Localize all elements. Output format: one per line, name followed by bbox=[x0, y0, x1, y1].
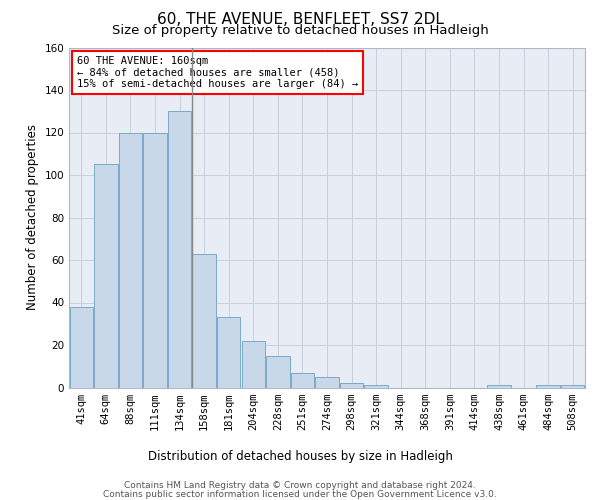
Bar bbox=[364, 386, 388, 388]
Text: Size of property relative to detached houses in Hadleigh: Size of property relative to detached ho… bbox=[112, 24, 488, 37]
Text: Contains HM Land Registry data © Crown copyright and database right 2024.: Contains HM Land Registry data © Crown c… bbox=[124, 481, 476, 490]
Bar bbox=[316, 377, 338, 388]
Text: 60 THE AVENUE: 160sqm
← 84% of detached houses are smaller (458)
15% of semi-det: 60 THE AVENUE: 160sqm ← 84% of detached … bbox=[77, 56, 358, 89]
Bar bbox=[340, 383, 363, 388]
Bar bbox=[193, 254, 216, 388]
Bar bbox=[168, 112, 191, 388]
Bar bbox=[70, 306, 93, 388]
Y-axis label: Number of detached properties: Number of detached properties bbox=[26, 124, 39, 310]
Bar bbox=[242, 341, 265, 388]
Text: Contains public sector information licensed under the Open Government Licence v3: Contains public sector information licen… bbox=[103, 490, 497, 499]
Bar bbox=[561, 386, 584, 388]
Bar bbox=[119, 132, 142, 388]
Bar bbox=[487, 386, 511, 388]
Bar bbox=[143, 132, 167, 388]
Bar bbox=[266, 356, 290, 388]
Bar bbox=[94, 164, 118, 388]
Text: 60, THE AVENUE, BENFLEET, SS7 2DL: 60, THE AVENUE, BENFLEET, SS7 2DL bbox=[157, 12, 443, 28]
Bar bbox=[217, 318, 241, 388]
Text: Distribution of detached houses by size in Hadleigh: Distribution of detached houses by size … bbox=[148, 450, 452, 463]
Bar bbox=[536, 386, 560, 388]
Bar bbox=[291, 372, 314, 388]
